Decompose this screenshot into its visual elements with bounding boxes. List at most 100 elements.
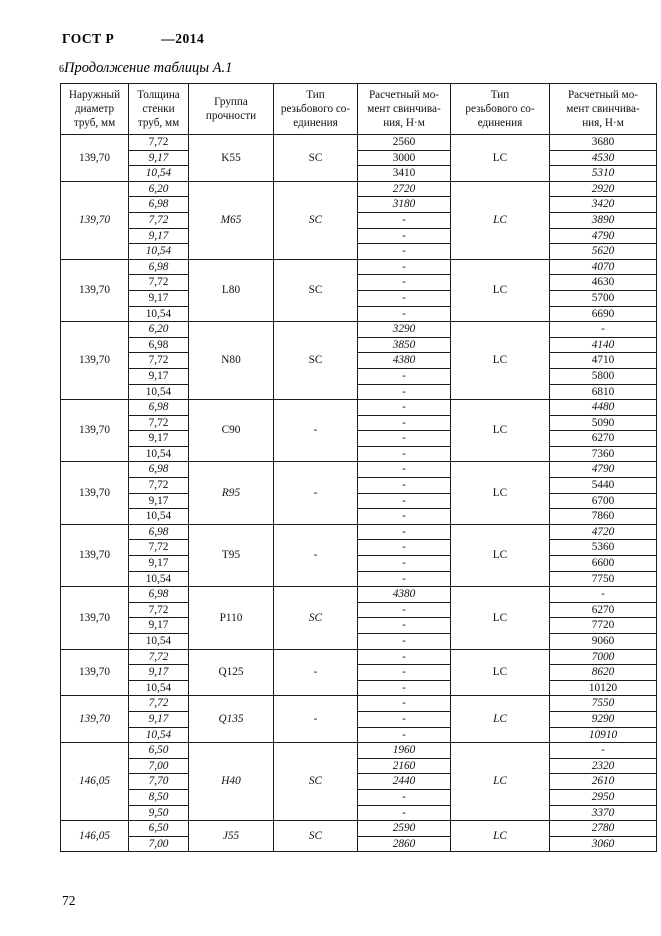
conn-type-lc-cell: LC [450, 258, 550, 323]
thickness-cell: 6,98 [128, 586, 189, 603]
torque-lc-cell: 2920 [549, 180, 657, 198]
torque-lc-cell: 5620 [549, 243, 657, 260]
torque-lc-cell: 5700 [549, 289, 657, 307]
thickness-cell: 9,17 [128, 227, 189, 245]
conn-type-lc-cell: LC [450, 399, 550, 463]
document-header: ГОСТ Р —2014 [62, 31, 204, 47]
torque-lc-cell: 3370 [549, 804, 657, 822]
grade-cell: P110 [188, 586, 274, 650]
thickness-cell: 9,50 [128, 804, 189, 822]
torque-lc-cell: 7360 [549, 445, 657, 463]
conn-type-sc-cell: SC [273, 134, 358, 182]
thickness-cell: 7,72 [128, 695, 189, 712]
diameter-cell: 146,05 [60, 820, 129, 853]
table-row: 6,98 3850 4140 [61, 336, 657, 354]
table-row: 7,72 - 5090 [61, 414, 657, 432]
torque-sc-cell: - [357, 804, 451, 822]
conn-type-sc-cell: SC [273, 321, 358, 401]
table-row: 7,00 2160 2320 [61, 757, 657, 775]
thickness-cell: 9,17 [128, 710, 189, 728]
torque-sc-cell: - [357, 648, 451, 666]
grade-cell: Q125 [188, 648, 274, 697]
torque-lc-cell: 9060 [549, 633, 657, 650]
table-row: 139,70 7,72 K55 SC 2560 LC 3680 [60, 134, 657, 182]
torque-lc-cell: 4530 [549, 149, 657, 167]
thickness-cell: 9,17 [128, 664, 189, 681]
table-row: 9,17 - 5700 [61, 289, 657, 307]
table-row: 9,50 - 3370 [61, 804, 657, 822]
diameter-cell: 139,70 [60, 461, 129, 525]
table-row: 146,05 6,50 J55 SC 2590 LC 2780 [60, 820, 657, 853]
torque-lc-cell: 5800 [549, 367, 657, 385]
table-row: 7,72 - 3890 [61, 211, 657, 229]
table-row: 7,00 2860 3060 [61, 835, 657, 853]
torque-sc-cell: 3180 [357, 196, 451, 213]
torque-lc-cell: 6690 [549, 305, 657, 323]
torque-lc-cell: - [549, 742, 657, 759]
thickness-cell: 6,50 [128, 820, 189, 837]
torque-sc-cell: 4380 [357, 586, 451, 603]
torque-lc-cell: 6600 [549, 555, 657, 572]
torque-lc-cell: 6810 [549, 383, 657, 401]
torque-lc-cell: 7000 [549, 648, 657, 666]
torque-lc-cell: 2320 [549, 757, 657, 775]
torque-sc-cell: 3850 [357, 336, 451, 354]
torque-sc-cell: - [357, 477, 451, 494]
conn-type-sc-cell: - [273, 399, 358, 463]
torque-sc-cell: 2720 [357, 180, 451, 198]
table-row: 139,70 6,20 N80 SC 3290 LC - [60, 321, 657, 401]
conn-type-lc-cell: LC [450, 742, 550, 822]
diameter-cell: 139,70 [60, 586, 129, 650]
thickness-cell: 9,17 [128, 617, 189, 634]
grade-cell: H40 [188, 742, 274, 822]
thickness-cell: 9,17 [128, 149, 189, 167]
torque-sc-cell: 2440 [357, 773, 451, 790]
thickness-cell: 7,00 [128, 757, 189, 775]
table-row: 7,70 2440 2610 [61, 773, 657, 790]
grade-cell: R95 [188, 461, 274, 525]
torque-lc-cell: 4480 [549, 399, 657, 416]
torque-sc-cell: - [357, 274, 451, 291]
thickness-cell: 10,54 [128, 243, 189, 260]
thickness-cell: 10,54 [128, 508, 189, 525]
torque-lc-cell: 5440 [549, 477, 657, 494]
diameter-cell: 139,70 [60, 134, 129, 182]
grade-cell: L80 [188, 258, 274, 323]
torque-lc-cell: 4140 [549, 336, 657, 354]
header-row: Наружный диаметр труб, мм Толщина стенки… [60, 83, 657, 135]
thickness-cell: 10,54 [128, 445, 189, 463]
torque-sc-cell: - [357, 617, 451, 634]
torque-sc-cell: - [357, 461, 451, 479]
thickness-cell: 6,20 [128, 180, 189, 198]
thickness-cell: 10,54 [128, 570, 189, 588]
conn-type-sc-cell: - [273, 695, 358, 744]
table-row: 9,17 - 6270 [61, 430, 657, 447]
torque-sc-cell: - [357, 243, 451, 260]
thickness-cell: 10,54 [128, 726, 189, 744]
torque-sc-cell: - [357, 492, 451, 510]
table-row: 9,17 - 5800 [61, 367, 657, 385]
table-row: 9,17 - 7720 [61, 617, 657, 634]
torque-lc-cell: 4790 [549, 227, 657, 245]
torque-lc-cell: 3680 [549, 134, 657, 151]
torque-sc-cell: - [357, 383, 451, 401]
torque-lc-cell: 4630 [549, 274, 657, 291]
torque-lc-cell: 5310 [549, 165, 657, 182]
thickness-cell: 7,72 [128, 477, 189, 494]
torque-sc-cell: - [357, 508, 451, 525]
diameter-cell: 139,70 [60, 523, 129, 588]
torque-sc-cell: - [357, 258, 451, 276]
thickness-cell: 6,98 [128, 196, 189, 213]
table-row: 10,54 - 7750 [61, 570, 657, 588]
table-row: 139,70 6,98 L80 SC - LC 4070 [60, 258, 657, 323]
grade-cell: C90 [188, 399, 274, 463]
thickness-cell: 10,54 [128, 165, 189, 182]
table-row: 10,54 - 7860 [61, 508, 657, 525]
torque-sc-cell: - [357, 430, 451, 447]
torque-lc-cell: 10910 [549, 726, 657, 744]
table-row: 9,17 - 6600 [61, 555, 657, 572]
torque-sc-cell: - [357, 679, 451, 697]
torque-lc-cell: 5360 [549, 539, 657, 557]
torque-lc-cell: 6270 [549, 430, 657, 447]
